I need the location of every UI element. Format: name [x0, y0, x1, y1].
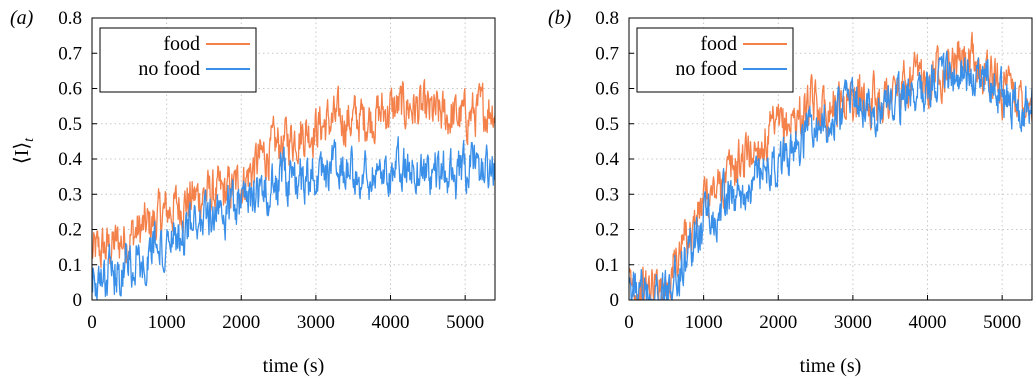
legend-box	[636, 27, 794, 93]
panel-label: (a)	[10, 7, 34, 29]
y-tick-label: 0.2	[595, 220, 619, 241]
panel-a: 0 1000 2000 3000 4000 5000 0 0.1 0.2 0.3 0.4 0.5 0.6…	[10, 7, 496, 377]
x-tick-label: 3000	[834, 312, 872, 333]
y-tick-label: 0.3	[58, 184, 82, 205]
y-tick-label: 0.1	[595, 255, 619, 276]
y-tick-label: 0.6	[58, 79, 82, 100]
y-tick-label: 0.8	[595, 8, 619, 29]
y-tick-label: 0.5	[58, 114, 82, 135]
y-tick-label: 0.7	[595, 43, 619, 64]
y-tick-label: 0.3	[595, 184, 619, 205]
legend-label: food	[700, 33, 737, 55]
y-tick-label: 0.1	[58, 255, 82, 276]
series-line-no-food	[92, 136, 495, 300]
series-line-food	[92, 78, 495, 269]
legend-box	[99, 27, 257, 93]
y-tick-label: 0.4	[58, 149, 82, 170]
legend-label: no food	[138, 58, 200, 80]
y-tick-label: 0.4	[595, 149, 619, 170]
x-tick-label: 0	[87, 312, 97, 333]
panel-b: 0 1000 2000 3000 4000 5000 0 0.1 0.2 0.3 0.4 0.5 0.6…	[548, 7, 1033, 377]
legend-label: food	[163, 33, 200, 55]
x-tick-label: 1000	[148, 312, 186, 333]
y-tick-label: 0.6	[595, 79, 619, 100]
y-tick-label: 0.5	[595, 114, 619, 135]
y-tick-label: 0.7	[58, 43, 82, 64]
x-tick-label: 2000	[222, 312, 260, 333]
y-tick-label: 0	[610, 290, 620, 311]
x-tick-label: 5000	[983, 312, 1021, 333]
x-tick-label: 4000	[909, 312, 947, 333]
x-tick-label: 4000	[372, 312, 410, 333]
series-line-no-food	[629, 50, 1032, 300]
panel-label: (b)	[548, 7, 572, 29]
y-tick-label: 0	[73, 290, 83, 311]
x-tick-label: 2000	[759, 312, 797, 333]
x-axis-label: time (s)	[263, 355, 325, 377]
y-tick-label: 0.8	[58, 8, 82, 29]
legend-label: no food	[675, 58, 737, 80]
x-tick-label: 0	[624, 312, 634, 333]
x-tick-label: 1000	[685, 312, 723, 333]
y-axis-label: ⟨I⟩t	[11, 137, 37, 164]
y-axis-label-subscript: t	[22, 137, 37, 142]
y-tick-label: 0.2	[58, 220, 82, 241]
x-axis-label: time (s)	[800, 355, 862, 377]
x-tick-label: 3000	[297, 312, 335, 333]
y-axis-label-main: ⟨I⟩	[11, 142, 33, 164]
x-tick-label: 5000	[446, 312, 484, 333]
